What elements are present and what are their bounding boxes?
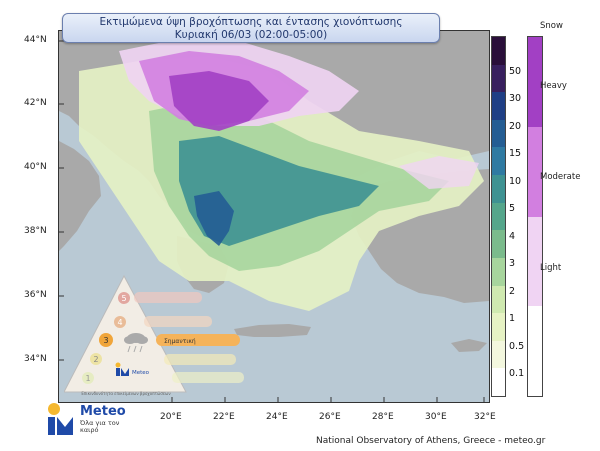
- lon-label: 24°E: [266, 412, 288, 422]
- rain-legend-bar: [491, 36, 506, 397]
- level-3-band: [156, 334, 240, 346]
- lat-label: 40°N: [24, 162, 47, 172]
- rain-legend-tick: 0.5: [509, 341, 525, 352]
- lon-label: 26°E: [319, 412, 341, 422]
- rain-legend-tick: 50: [509, 66, 522, 77]
- rain-legend-tick: 30: [509, 93, 522, 104]
- map-canvas: [59, 31, 489, 402]
- title-line-1: Εκτιμώμενα ύψη βροχόπτωσης και έντασης χ…: [99, 16, 403, 28]
- rain-legend-swatch: [492, 119, 505, 148]
- level-2-badge: [90, 353, 102, 365]
- level-5-badge: [118, 292, 130, 304]
- rain-legend-tick: 2: [509, 286, 516, 297]
- map-title: Εκτιμώμενα ύψη βροχόπτωσης και έντασης χ…: [62, 13, 440, 43]
- rain-legend-swatch: [492, 202, 505, 231]
- land-italy: [59, 141, 101, 251]
- snow-legend-tick: Heavy: [540, 81, 567, 91]
- snow-legend-tick: Moderate: [540, 172, 581, 182]
- active-level-label: Σημαντική: [164, 338, 196, 345]
- rain-legend-tick: 5: [509, 203, 516, 214]
- rain-legend-tick: 4: [509, 231, 516, 242]
- lat-label: 44°N: [24, 35, 47, 45]
- rain-legend-swatch: [492, 368, 505, 397]
- map-ticks: [59, 40, 485, 402]
- lat-label: 38°N: [24, 226, 47, 236]
- rain-intense-zone: [194, 191, 234, 246]
- rain-legend-tick: 10: [509, 176, 522, 187]
- rain-legend-swatch: [492, 285, 505, 314]
- level-5-number: 5: [121, 294, 126, 303]
- level-5-band: [134, 292, 202, 303]
- rain-legend-tick: 1: [509, 313, 516, 324]
- rain-legend-tick: 3: [509, 258, 516, 269]
- footer-tagline: Όλα για τον καιρό: [80, 419, 120, 434]
- lon-label: 20°E: [160, 412, 182, 422]
- lat-label: 34°N: [24, 354, 47, 364]
- rain-legend-swatch: [492, 64, 505, 93]
- lat-label: 36°N: [24, 290, 47, 300]
- snow-legend-tick: Light: [540, 263, 562, 273]
- level-4-band: [144, 316, 212, 327]
- level-3-number: 3: [103, 336, 108, 345]
- inset-meteo-logo-icon: [115, 362, 129, 376]
- rain-legend-tick: 0.1: [509, 368, 525, 379]
- snow-legend-swatch: [528, 216, 542, 307]
- rain-cloud-icon: [124, 333, 148, 353]
- snow-legend-bar: [527, 36, 543, 397]
- rain-legend-tick: 15: [509, 148, 522, 159]
- level-2-number: 2: [93, 355, 98, 364]
- level-2-band: [164, 354, 236, 365]
- snow-heavy-zone: [169, 71, 269, 131]
- rain-legend-swatch: [492, 313, 505, 342]
- inset-caption: Επικινδυνότητα επικείμενων βροχοπτώσεων: [81, 391, 171, 396]
- level-1-band: [172, 372, 244, 383]
- inset-brand: Meteo: [132, 370, 150, 376]
- land-crete: [234, 324, 311, 337]
- lon-label: 28°E: [372, 412, 394, 422]
- lon-label: 22°E: [213, 412, 235, 422]
- level-3-badge: [99, 333, 113, 347]
- snow-legend-title: Snow: [540, 21, 563, 31]
- lat-label: 42°N: [24, 98, 47, 108]
- rain-legend-swatch: [492, 230, 505, 259]
- snow-legend-swatch: [528, 126, 542, 217]
- snow-legend-swatch: [528, 306, 542, 397]
- title-line-2: Κυριακή 06/03 (02:00-05:00): [174, 29, 328, 41]
- risk-pyramid-inset: 5 4 3 2 1 Σημαντική Meteo Επικινδυνότητα…: [64, 274, 244, 396]
- precipitation-map: [58, 30, 490, 403]
- snow-legend-swatch: [528, 37, 542, 127]
- level-1-badge: [82, 372, 94, 384]
- level-1-number: 1: [85, 374, 90, 383]
- land-cyprus: [451, 339, 487, 352]
- meteo-logo-icon: [48, 403, 73, 435]
- footer-credit: National Observatory of Athens, Greece -…: [316, 436, 546, 446]
- level-4-number: 4: [117, 318, 122, 327]
- rain-legend-swatch: [492, 147, 505, 176]
- level-4-badge: [114, 316, 126, 328]
- rain-legend-swatch: [492, 37, 505, 65]
- rain-legend-tick: 20: [509, 121, 522, 132]
- lon-label: 30°E: [425, 412, 447, 422]
- rain-legend-swatch: [492, 340, 505, 369]
- footer-brand: Meteo: [80, 404, 126, 419]
- rain-legend-swatch: [492, 257, 505, 286]
- rain-legend-swatch: [492, 92, 505, 121]
- rain-legend-swatch: [492, 175, 505, 204]
- lon-label: 32°E: [474, 412, 496, 422]
- snow-far-east-zone: [399, 156, 479, 189]
